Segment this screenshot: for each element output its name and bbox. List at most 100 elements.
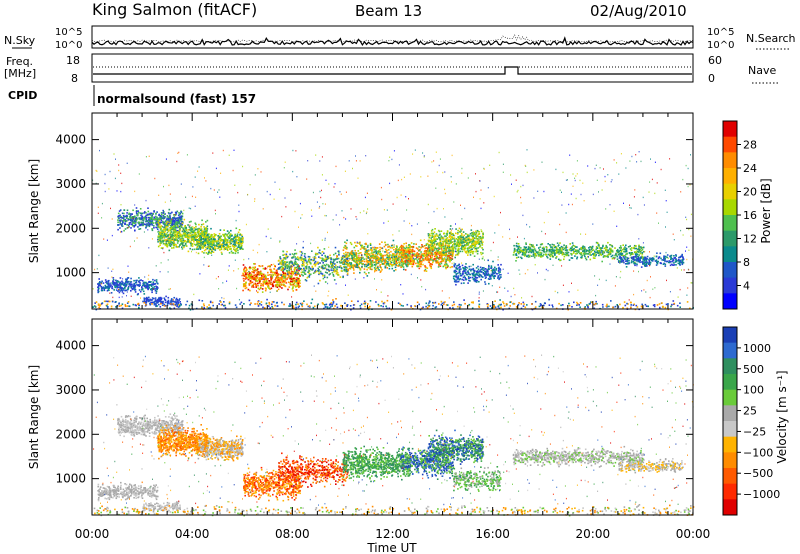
echo-point	[209, 242, 211, 245]
echo-point	[126, 278, 128, 281]
echo-point	[180, 234, 182, 236]
echo-point	[156, 216, 158, 219]
echo-point	[478, 236, 480, 238]
echo-point	[145, 284, 147, 286]
echo-point	[99, 281, 101, 284]
echo-point	[139, 212, 142, 214]
echo-point	[223, 240, 225, 242]
echo-point	[153, 227, 155, 229]
echo-point	[393, 263, 396, 266]
echo-point	[196, 243, 198, 246]
echo-point	[431, 253, 433, 256]
echo-point	[333, 253, 335, 256]
echo-point	[350, 257, 353, 260]
echo-point	[479, 246, 481, 248]
echo-point	[130, 277, 132, 280]
echo-point	[239, 234, 241, 236]
echo-point	[244, 266, 246, 269]
echo-point	[344, 247, 347, 250]
echo-point	[450, 259, 452, 261]
echo-point	[142, 282, 144, 285]
echo-point	[304, 253, 306, 255]
echo-point	[403, 254, 405, 256]
echo-point	[190, 241, 192, 244]
echo-point	[477, 243, 480, 245]
echo-point	[457, 240, 459, 243]
echo-point	[473, 279, 475, 281]
echo-point	[249, 276, 251, 278]
echo-point	[337, 257, 340, 260]
echo-point	[176, 298, 179, 301]
echo-point	[369, 260, 371, 263]
echo-point	[388, 255, 391, 257]
echo-point	[336, 266, 339, 268]
echo-point	[146, 220, 148, 222]
echo-point	[437, 247, 439, 250]
echo-point	[393, 255, 396, 257]
echo-point	[471, 276, 474, 279]
echo-point	[460, 232, 463, 235]
echo-point	[359, 271, 361, 274]
echo-point	[170, 298, 173, 300]
echo-point	[314, 271, 316, 274]
echo-point	[463, 238, 466, 240]
echo-point	[237, 249, 239, 252]
echo-point	[285, 261, 288, 264]
echo-point	[120, 224, 123, 226]
echo-point	[207, 239, 209, 242]
echo-point	[151, 215, 153, 217]
echo-point	[395, 251, 397, 254]
echo-point	[281, 268, 284, 270]
echo-point	[232, 252, 235, 254]
echo-point	[483, 267, 485, 269]
echo-point	[181, 222, 184, 225]
echo-point	[142, 288, 144, 290]
echo-point	[465, 252, 468, 254]
echo-point	[130, 283, 132, 286]
echo-point	[369, 265, 372, 268]
echo-point	[175, 236, 177, 239]
echo-point	[187, 250, 190, 253]
echo-point	[364, 251, 367, 253]
echo-point	[308, 256, 311, 258]
echo-point	[438, 247, 441, 250]
echo-point	[118, 283, 121, 285]
echo-point	[122, 216, 125, 219]
echo-point	[428, 236, 431, 239]
echo-point	[284, 266, 286, 268]
echo-point	[385, 262, 388, 265]
echo-point	[144, 217, 146, 219]
echo-point	[251, 281, 254, 284]
echo-point	[435, 248, 438, 250]
echo-point	[207, 253, 209, 255]
echo-point	[132, 221, 135, 223]
echo-point	[152, 301, 154, 304]
echo-point	[135, 221, 137, 224]
echo-point	[119, 290, 121, 292]
echo-point	[151, 291, 153, 294]
echo-point	[124, 286, 126, 289]
echo-point	[365, 273, 367, 275]
echo-point	[193, 238, 195, 240]
echo-point	[198, 233, 201, 235]
echo-point	[314, 262, 316, 264]
echo-point	[267, 265, 270, 268]
echo-point	[380, 253, 382, 255]
echo-point	[348, 267, 351, 270]
echo-point	[285, 265, 288, 267]
echo-point	[384, 241, 386, 244]
echo-point	[172, 300, 175, 303]
echo-point	[188, 241, 191, 243]
echo-point	[411, 263, 413, 266]
echo-point	[147, 298, 150, 301]
nsky-series	[91, 34, 694, 47]
echo-point	[210, 227, 212, 230]
echo-point	[241, 239, 244, 241]
echo-point	[417, 255, 419, 257]
echo-point	[355, 255, 358, 257]
echo-point	[345, 262, 348, 265]
echo-point	[336, 258, 339, 260]
echo-point	[355, 252, 357, 254]
echo-point	[233, 237, 235, 240]
echo-point	[155, 290, 158, 293]
